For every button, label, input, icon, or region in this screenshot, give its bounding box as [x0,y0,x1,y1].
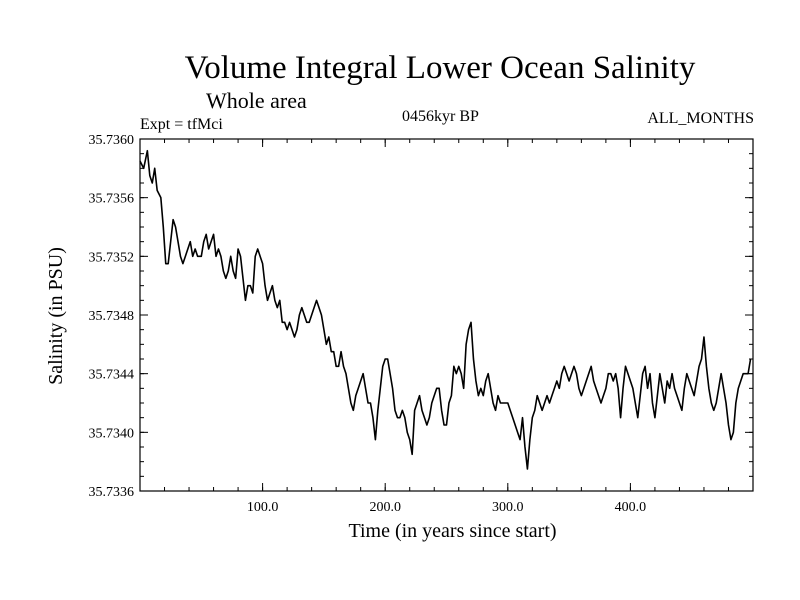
chart-subtitle: Whole area [206,88,307,113]
x-tick-label: 200.0 [369,500,401,515]
y-axis-label: Salinity (in PSU) [45,247,67,385]
y-tick-label: 35.7344 [89,368,135,383]
y-axis-ticks: 35.7336 35.7340 35.7344 35.7348 35.7352 35.73… [89,133,753,500]
x-tick-label: 300.0 [492,500,524,515]
period-label: 0456kyr BP [402,108,479,125]
months-label: ALL_MONTHS [647,110,754,127]
x-tick-label: 400.0 [615,500,647,515]
y-tick-label: 35.7340 [89,426,135,441]
chart-title: Volume Integral Lower Ocean Salinity [184,50,696,86]
y-tick-label: 35.7356 [89,192,135,207]
x-tick-label: 100.0 [247,500,279,515]
y-tick-label: 35.7360 [89,133,135,148]
x-axis-ticks: 100.0 200.0 300.0 400.0 [164,139,729,515]
experiment-label: Expt = tfMci [140,116,223,133]
y-tick-label: 35.7348 [89,309,135,324]
y-tick-label: 35.7352 [89,250,135,265]
plot-frame [139,138,754,492]
series-line [139,149,752,470]
x-axis-label: Time (in years since start) [348,520,556,542]
y-tick-label: 35.7336 [89,485,135,500]
